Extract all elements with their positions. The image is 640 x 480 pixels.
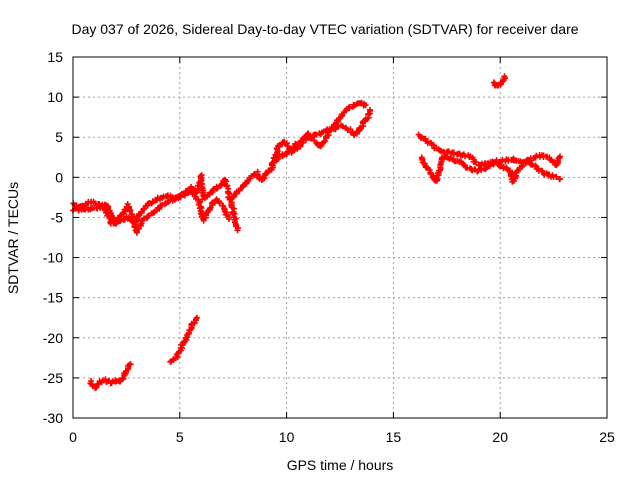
x-tick-label: 20: [492, 429, 508, 445]
plot-frame: [72, 56, 608, 419]
x-axis-ticks: 0 5 10 15 20 25: [69, 57, 615, 445]
series-segment: [418, 153, 563, 185]
y-tick-label: 10: [47, 89, 63, 105]
y-tick-label: -5: [51, 209, 64, 225]
data-point-markers: [490, 73, 508, 89]
x-tick-label: 10: [279, 429, 295, 445]
x-tick-label: 0: [69, 429, 77, 445]
series-segment: [87, 361, 134, 391]
data-point-markers: [167, 314, 200, 365]
data-point-markers: [418, 153, 563, 185]
x-tick-label: 15: [386, 429, 402, 445]
data-marks: [70, 73, 563, 391]
chart-title: Day 037 of 2026, Sidereal Day-to-day VTE…: [71, 21, 578, 37]
y-axis-ticks: -30 -25 -20 -15 -10 -5 0 5 10 15: [43, 49, 607, 426]
series-segment: [490, 73, 508, 89]
y-tick-label: -25: [43, 370, 63, 386]
x-axis-title: GPS time / hours: [287, 457, 394, 473]
series-segment: [167, 314, 200, 365]
y-tick-label: 5: [55, 129, 63, 145]
data-point-markers: [268, 106, 373, 168]
y-tick-label: -10: [43, 250, 63, 266]
series-segment: [229, 99, 369, 201]
data-point-markers: [229, 99, 369, 201]
data-point-markers: [87, 361, 134, 391]
y-tick-label: 0: [55, 169, 63, 185]
grid-lines: [73, 57, 607, 418]
x-tick-label: 25: [599, 429, 615, 445]
y-tick-label: 15: [47, 49, 63, 65]
y-tick-label: -20: [43, 330, 63, 346]
series-segment: [268, 106, 373, 168]
y-axis-title: SDTVAR / TECUs: [5, 182, 21, 294]
y-tick-label: -15: [43, 290, 63, 306]
x-tick-label: 5: [176, 429, 184, 445]
y-tick-label: -30: [43, 410, 63, 426]
